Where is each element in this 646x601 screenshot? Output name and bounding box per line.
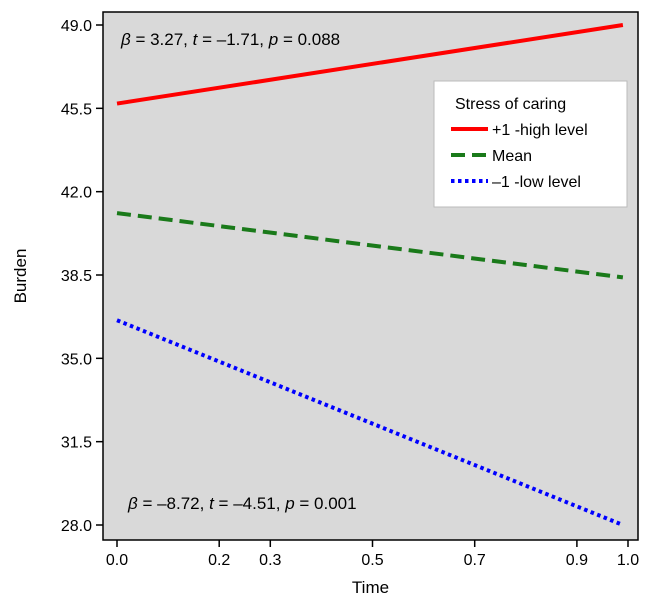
annotation-part: = –1.71, [197, 30, 268, 49]
legend-label-2: –1 -low level [492, 174, 581, 191]
legend-box [433, 80, 628, 208]
annotation-part: = 3.27, [131, 30, 193, 49]
legend-label-1: Mean [492, 148, 532, 165]
y-tick-label: 35.0 [61, 351, 92, 368]
x-tick-label: 0.9 [566, 552, 588, 569]
y-tick-label: 28.0 [61, 518, 92, 535]
y-tick-label: 45.5 [61, 101, 92, 118]
x-tick-label: 0.5 [361, 552, 383, 569]
y-axis: 28.0 31.5 35.0 38.5 42.0 45.5 49.0 [61, 18, 103, 535]
annotation-top: β = 3.27, t = –1.71, p = 0.088 [120, 30, 340, 49]
annotation-part: = 0.088 [278, 30, 340, 49]
annotation-part: t [209, 494, 215, 513]
annotation-part: t [193, 30, 199, 49]
y-tick-label: 49.0 [61, 18, 92, 35]
y-axis-title: Burden [11, 249, 30, 304]
x-axis-title: Time [352, 578, 389, 597]
series-line-0 [116, 23, 624, 106]
plot-frame [102, 11, 639, 541]
annotation-part: β [120, 30, 131, 49]
x-tick-label: 0.2 [208, 552, 230, 569]
annotation-bottom: β = –8.72, t = –4.51, p = 0.001 [127, 494, 357, 513]
annotation-part: = –8.72, [138, 494, 209, 513]
y-tick-label: 42.0 [61, 185, 92, 202]
annotation-part: = –4.51, [214, 494, 285, 513]
x-tick-label: 0.0 [106, 552, 128, 569]
legend: Stress of caring +1 -high level Mean –1 -l… [433, 80, 628, 208]
annotation-part: = 0.001 [295, 494, 357, 513]
x-tick-label: 0.3 [259, 552, 281, 569]
x-tick-label: 0.7 [464, 552, 486, 569]
series-line-1 [116, 211, 624, 280]
annotation-part: p [284, 494, 294, 513]
series-layer [116, 23, 624, 527]
legend-label-0: +1 -high level [492, 122, 588, 139]
y-tick-label: 31.5 [61, 435, 92, 452]
annotation-part: β [127, 494, 138, 513]
annotation-part: p [268, 30, 278, 49]
x-tick-label: 1.0 [617, 552, 639, 569]
legend-title: Stress of caring [455, 96, 566, 113]
x-axis: 0.0 0.2 0.3 0.5 0.7 0.9 1.0 [106, 540, 639, 569]
y-tick-label: 38.5 [61, 268, 92, 285]
